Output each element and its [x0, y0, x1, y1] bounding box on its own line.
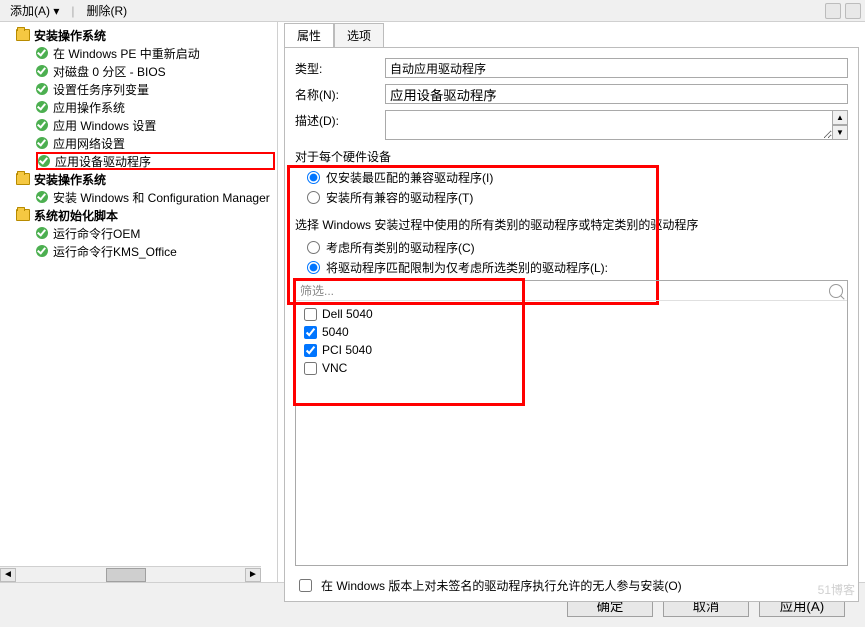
category-label: 5040 — [322, 325, 349, 339]
watermark: 51博客 — [818, 581, 855, 598]
check-icon — [36, 47, 48, 59]
radio-all-compat[interactable]: 安装所有兼容的驱动程序(T) — [307, 189, 848, 206]
tree-item[interactable]: 应用 Windows 设置 — [36, 116, 275, 134]
category-label: Dell 5040 — [322, 307, 373, 321]
properties-panel: 类型: 自动应用驱动程序 名称(N): 描述(D): ▲ ▼ 对于每个硬件设备 — [284, 47, 859, 602]
check-icon — [36, 137, 48, 149]
tab-properties[interactable]: 属性 — [284, 23, 334, 48]
category-label: VNC — [322, 361, 347, 375]
folder-icon — [16, 209, 30, 221]
category-item[interactable]: Dell 5040 — [304, 305, 839, 323]
tree-item[interactable]: 应用操作系统 — [36, 98, 275, 116]
desc-up-icon[interactable]: ▲ — [832, 110, 848, 125]
tree-group-label: 安装操作系统 — [34, 171, 106, 188]
category-list: 筛选... Dell 5040 5040 PCI 5040 VNC — [295, 280, 848, 566]
radio-best-match[interactable]: 仅安装最匹配的兼容驱动程序(I) — [307, 169, 848, 186]
unsigned-checkbox[interactable] — [299, 579, 312, 592]
check-icon — [38, 155, 50, 167]
toolbar-remove[interactable]: 删除(R) — [80, 1, 133, 20]
desc-down-icon[interactable]: ▼ — [832, 125, 848, 140]
folder-icon — [16, 173, 30, 185]
check-icon — [36, 83, 48, 95]
radio-limit-categories[interactable]: 将驱动程序匹配限制为仅考虑所选类别的驱动程序(L): — [307, 259, 848, 276]
tree-group-label: 安装操作系统 — [34, 27, 106, 44]
toolbar-icon-2[interactable] — [845, 3, 861, 19]
toolbar-add[interactable]: 添加(A) ▾ — [4, 1, 65, 20]
tab-bar: 属性 选项 — [284, 22, 859, 47]
unsigned-check-row[interactable]: 在 Windows 版本上对未签名的驱动程序执行允许的无人参与安装(O) — [295, 576, 848, 595]
help-text: 选择 Windows 安装过程中使用的所有类别的驱动程序或特定类别的驱动程序 — [295, 216, 848, 233]
category-checkbox[interactable] — [304, 344, 317, 357]
category-item[interactable]: PCI 5040 — [304, 341, 839, 359]
tree-group-label: 系统初始化脚本 — [34, 207, 118, 224]
type-label: 类型: — [295, 58, 385, 77]
tree-item[interactable]: 应用网络设置 — [36, 134, 275, 152]
name-label: 名称(N): — [295, 84, 385, 103]
tab-options[interactable]: 选项 — [334, 23, 384, 48]
check-icon — [36, 245, 48, 257]
category-checkbox[interactable] — [304, 326, 317, 339]
tree-item[interactable]: 安装 Windows 和 Configuration Manager — [36, 188, 275, 206]
tree-item[interactable]: 对磁盘 0 分区 - BIOS — [36, 62, 275, 80]
tree-group-install-os-2[interactable]: 安装操作系统 — [16, 170, 275, 188]
category-label: PCI 5040 — [322, 343, 372, 357]
tree-group-install-os[interactable]: 安装操作系统 — [16, 26, 275, 44]
desc-label: 描述(D): — [295, 110, 385, 129]
separator: | — [71, 4, 74, 18]
tree-group-init-script[interactable]: 系统初始化脚本 — [16, 206, 275, 224]
filter-placeholder[interactable]: 筛选... — [300, 282, 829, 299]
horizontal-scrollbar[interactable]: ◄ ► — [0, 566, 261, 582]
category-checkbox[interactable] — [304, 362, 317, 375]
check-icon — [36, 65, 48, 77]
radio-all-categories[interactable]: 考虑所有类别的驱动程序(C) — [307, 239, 848, 256]
folder-icon — [16, 29, 30, 41]
search-icon[interactable] — [829, 284, 843, 298]
tree-item[interactable]: 在 Windows PE 中重新启动 — [36, 44, 275, 62]
toolbar-icon-1[interactable] — [825, 3, 841, 19]
tree-item[interactable]: 运行命令行KMS_Office — [36, 242, 275, 260]
scroll-right-icon[interactable]: ► — [245, 568, 261, 582]
toolbar: 添加(A) ▾ | 删除(R) — [0, 0, 865, 22]
desc-field[interactable] — [385, 110, 832, 140]
tree-item-apply-driver[interactable]: 应用设备驱动程序 — [36, 152, 275, 170]
tree-pane: 安装操作系统 在 Windows PE 中重新启动 对磁盘 0 分区 - BIO… — [0, 22, 278, 582]
hardware-group-label: 对于每个硬件设备 — [295, 148, 848, 165]
type-field: 自动应用驱动程序 — [385, 58, 848, 78]
tree-item[interactable]: 运行命令行OEM — [36, 224, 275, 242]
category-item[interactable]: VNC — [304, 359, 839, 377]
category-item[interactable]: 5040 — [304, 323, 839, 341]
name-field[interactable] — [385, 84, 848, 104]
scroll-left-icon[interactable]: ◄ — [0, 568, 16, 582]
category-checkbox[interactable] — [304, 308, 317, 321]
check-icon — [36, 101, 48, 113]
unsigned-label: 在 Windows 版本上对未签名的驱动程序执行允许的无人参与安装(O) — [321, 577, 682, 594]
check-icon — [36, 119, 48, 131]
tree-item[interactable]: 设置任务序列变量 — [36, 80, 275, 98]
check-icon — [36, 227, 48, 239]
scroll-thumb[interactable] — [106, 568, 146, 582]
check-icon — [36, 191, 48, 203]
